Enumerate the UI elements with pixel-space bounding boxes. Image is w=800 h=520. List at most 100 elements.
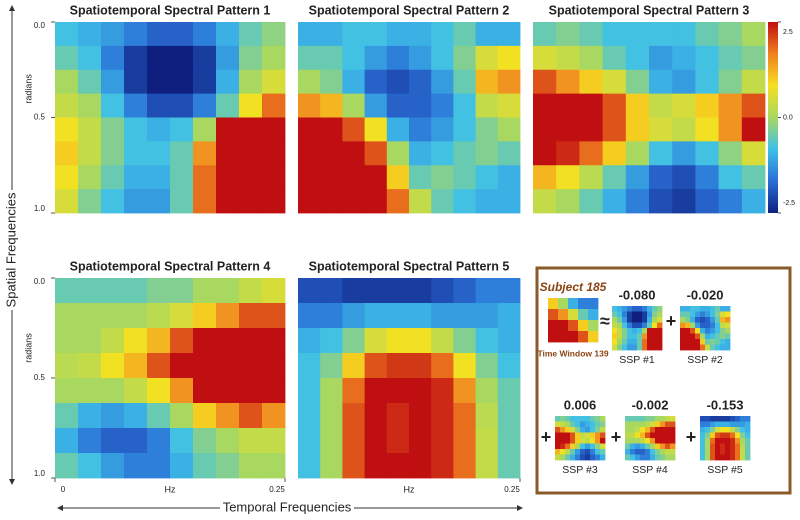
colorbar-tick-label: -2.5 [783,200,795,207]
heatmap-cell [342,117,365,142]
heatmap-cell [556,22,580,47]
heatmap-cell [364,353,388,379]
heatmap-cell [431,453,454,479]
thumbnail-cell [695,344,701,351]
thumbnail-cell [715,438,721,444]
thumbnail-cell [655,427,661,433]
heatmap-cell [556,165,580,190]
thumbnail-cell [565,427,571,433]
heatmap-cell [386,428,410,454]
thumbnail-cell [690,306,696,312]
thumbnail-cell [695,328,701,334]
heatmap-cell [741,93,766,118]
y-tick-label: 1.0 [34,204,46,213]
thumbnail-cell [570,438,576,444]
heatmap-cell [239,45,263,71]
heatmap-cell [649,22,673,47]
thumbnail-cell [640,449,646,455]
heatmap-cell [741,165,766,190]
heatmap-cell [342,278,365,304]
heatmap-cell [342,69,365,95]
thumbnail-cell [580,432,586,439]
heatmap-cell [533,93,557,118]
thumbnail-cell [632,339,638,345]
heatmap-cell [453,353,476,379]
thumbnail-cell [670,416,676,422]
heatmap-cell [386,353,410,379]
heatmap-cell [342,378,365,404]
thumbnail-cell [617,333,623,340]
heatmap-cell [147,165,171,190]
heatmap-cell [262,353,286,379]
heatmap-cell [579,189,603,214]
thumbnail-cell [622,306,628,312]
heatmap-cell [533,22,557,47]
heatmap-cell [649,117,673,142]
heatmap-cell [625,93,650,118]
figure-xlabel: Temporal Frequencies [223,499,352,514]
heatmap-cell [625,141,650,166]
y-tick-label: 0.0 [34,277,46,286]
thumbnail-cell [660,443,666,450]
heatmap-cell [475,328,499,354]
thumbnail-cell [560,454,566,461]
heatmap-cell [216,428,240,454]
thumbnail-cell [637,311,643,318]
heatmap-cell [672,141,696,166]
heatmap-cell [101,453,125,479]
thumbnail-cell [725,344,731,351]
thumbnail-cell [665,416,671,422]
thumbnail-cell [725,322,731,329]
heatmap-cell [216,278,240,304]
thumbnail-cell [595,443,601,450]
thumbnail-cell [632,322,638,329]
heatmap-cell [298,22,321,47]
heatmap-cell [147,378,171,404]
inset-cell [578,320,589,332]
heatmap-cell [262,189,286,214]
heatmap-cell [170,45,194,71]
thumbnail-cell [720,427,726,433]
thumbnail-cell [612,344,618,351]
thumbnail-cell [635,454,641,461]
coefficient-label: -0.020 [687,287,724,302]
thumbnail-cell [685,311,691,318]
thumbnail-cell [580,443,586,450]
heatmap-cell [101,303,125,329]
heatmap-cell [78,328,102,354]
thumbnail-cell [652,306,658,312]
heatmap-cell [533,141,557,166]
heatmap-cell [741,45,766,71]
heatmap-cell [602,165,627,190]
thumbnail-cell [720,339,726,345]
thumbnail-cell [580,416,586,422]
thumbnail-cell [580,454,586,461]
heatmap-cell [101,353,125,379]
label-bg [220,500,354,516]
thumbnail-cell [657,306,663,312]
heatmap-cell [55,378,79,404]
thumbnail-cell [665,454,671,461]
heatmap-cell [672,45,696,71]
thumbnail-cell [645,421,651,428]
thumbnail-cell [655,443,661,450]
thumbnail-cell [560,421,566,428]
heatmap-cell [409,117,432,142]
chart-title: Spatiotemporal Spectral Pattern 3 [549,3,750,17]
heatmap-cell [55,93,79,118]
heatmap-cell [497,453,521,479]
thumbnail-cell [570,421,576,428]
heatmap-cell [556,45,580,71]
y-tick-label: 0.5 [34,113,46,122]
heatmap-cell [298,328,321,354]
thumbnail-cell [730,454,736,461]
heatmap-cell [409,403,432,429]
inset-cell [558,309,569,321]
heatmap-cell [262,453,286,479]
thumbnail-cell [600,416,606,422]
thumbnail-cell [660,449,666,455]
inset-cell [568,298,579,310]
heatmap-cell [602,69,627,95]
heatmap-cell [475,353,499,379]
